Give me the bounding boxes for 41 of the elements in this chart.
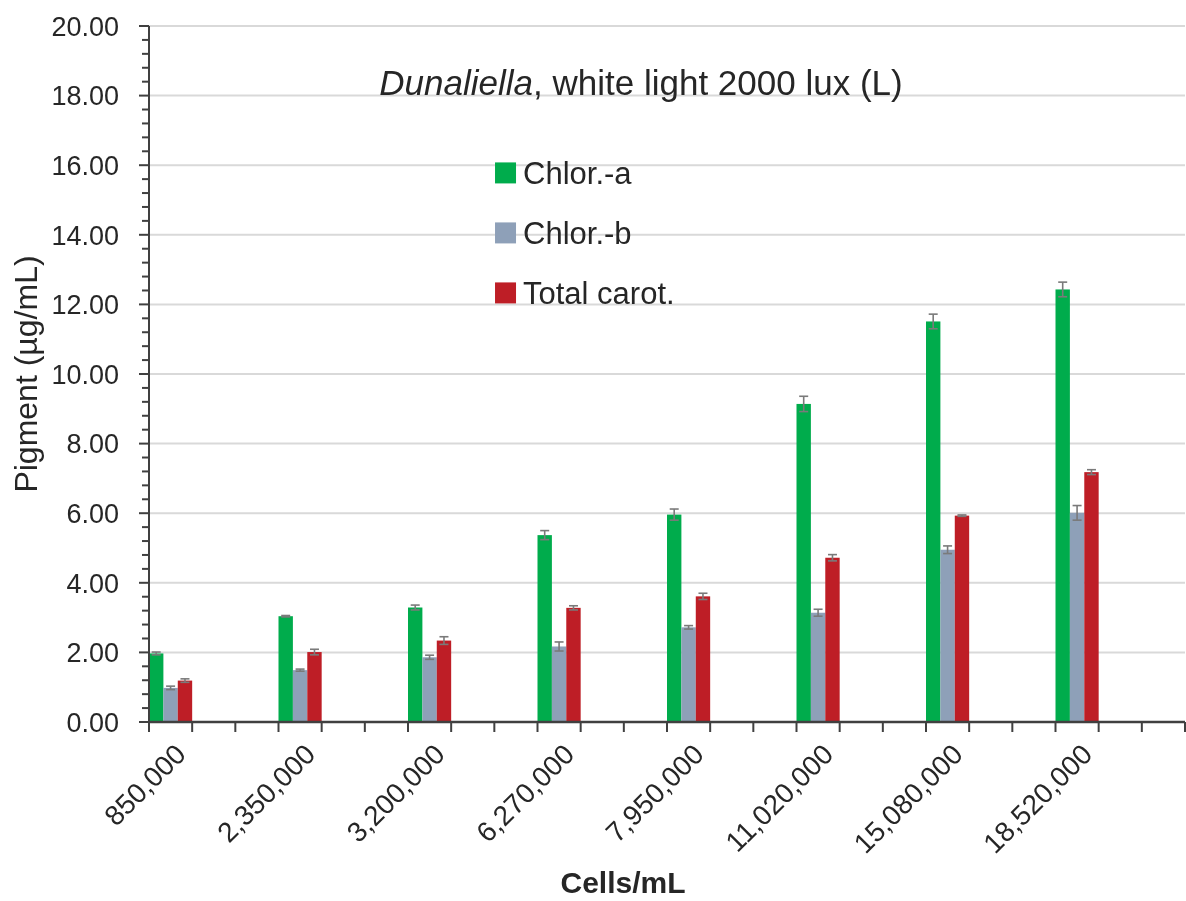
- bar: [1069, 512, 1085, 722]
- y-tick-label: 10.00: [51, 359, 119, 390]
- bar: [292, 670, 308, 722]
- bar: [695, 596, 711, 722]
- bar: [537, 535, 552, 722]
- bar: [1084, 472, 1099, 722]
- y-tick-label: 4.00: [66, 568, 119, 599]
- y-tick-label: 16.00: [51, 150, 119, 181]
- bar: [551, 646, 567, 722]
- y-tick-label: 18.00: [51, 81, 119, 112]
- bar: [149, 653, 164, 722]
- bar: [307, 652, 322, 722]
- bar: [278, 616, 293, 722]
- y-tick-label: 6.00: [66, 498, 119, 529]
- bar: [810, 612, 826, 722]
- bar: [422, 657, 437, 722]
- y-tick-label: 20.00: [51, 11, 119, 42]
- bar: [436, 640, 452, 722]
- legend-label: Chlor.-a: [523, 156, 633, 192]
- legend-label: Chlor.-b: [523, 216, 632, 252]
- y-axis-title: Pigment (µg/mL): [8, 255, 44, 493]
- bar: [163, 687, 178, 722]
- bar: [825, 557, 840, 722]
- bar: [566, 607, 581, 722]
- bar: [796, 403, 811, 722]
- bar: [940, 549, 955, 722]
- y-tick-label: 14.00: [51, 220, 119, 251]
- bar: [667, 514, 682, 722]
- legend-label: Total carot.: [523, 276, 675, 312]
- bar: [681, 627, 696, 722]
- text: Dunaliella, white light 2000 lux (L): [379, 63, 903, 102]
- bar: [177, 680, 193, 722]
- bar: [926, 321, 941, 722]
- y-tick-label: 12.00: [51, 290, 119, 321]
- y-tick-label: 2.00: [66, 638, 119, 669]
- y-tick-label: 0.00: [66, 707, 119, 738]
- y-tick-label: 8.00: [66, 429, 119, 460]
- bar: [1055, 289, 1070, 722]
- bar: [954, 515, 970, 722]
- x-axis-title: Cells/mL: [560, 866, 686, 899]
- bar: [408, 607, 423, 722]
